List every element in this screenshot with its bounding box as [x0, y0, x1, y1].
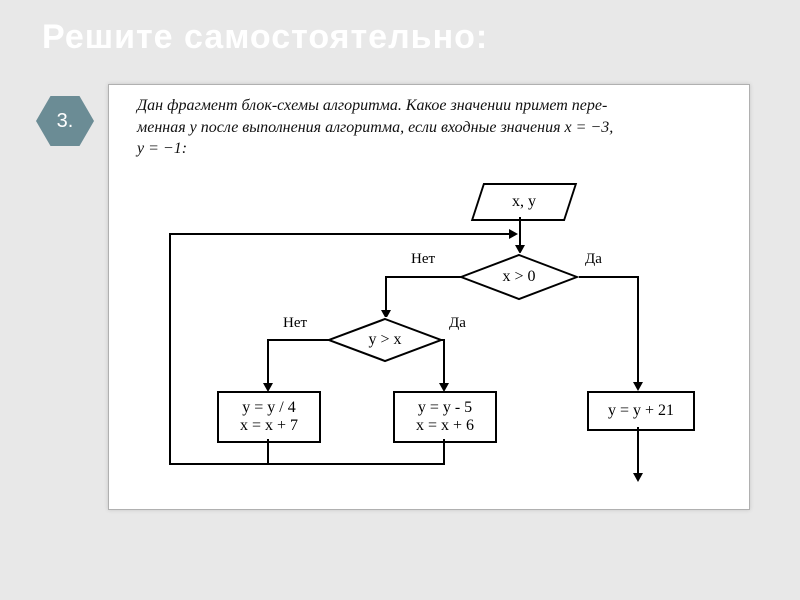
node-proc-right: y = y + 21	[587, 391, 695, 431]
node-input-text: x, y	[479, 185, 569, 219]
flowchart: x, y x > 0 Нет Да	[109, 175, 749, 509]
problem-scan: Дан фрагмент блок-схемы алгоритма. Какое…	[108, 84, 750, 510]
node-decision-x: x > 0	[459, 253, 579, 301]
proc-left-line-2: x = x + 7	[240, 417, 298, 435]
arrowhead-icon	[633, 382, 643, 391]
problem-line-1: Дан фрагмент блок-схемы алгоритма. Какое…	[137, 97, 607, 114]
edge	[267, 339, 269, 387]
proc-mid-line-1: y = y - 5	[418, 399, 472, 417]
label-yes-1: Да	[585, 251, 602, 268]
proc-mid-line-2: x = x + 6	[416, 417, 474, 435]
task-number-badge: 3.	[36, 96, 94, 146]
edge	[637, 427, 639, 477]
arrowhead-icon	[633, 473, 643, 482]
edge	[443, 339, 445, 387]
proc-left-line-1: y = y / 4	[242, 399, 295, 417]
edge	[169, 233, 513, 235]
problem-line-2: менная y после выполнения алгоритма, есл…	[137, 119, 613, 136]
edge	[267, 339, 329, 341]
label-no-2: Нет	[283, 315, 307, 332]
edge	[267, 439, 269, 465]
edge	[169, 463, 445, 465]
proc-right-line-1: y = y + 21	[608, 402, 674, 420]
node-decision-x-text: x > 0	[459, 253, 579, 301]
label-no-1: Нет	[411, 251, 435, 268]
node-proc-left: y = y / 4 x = x + 7	[217, 391, 321, 443]
problem-line-3: y = −1:	[137, 140, 187, 157]
label-yes-2: Да	[449, 315, 466, 332]
node-decision-y-text: y > x	[327, 317, 443, 363]
edge	[443, 439, 445, 465]
node-proc-mid: y = y - 5 x = x + 6	[393, 391, 497, 443]
edge	[441, 339, 445, 341]
edge	[637, 276, 639, 386]
edge	[169, 233, 171, 465]
edge	[385, 276, 461, 278]
task-number: 3.	[57, 110, 74, 133]
page-title: Решите самостоятельно:	[42, 18, 488, 57]
node-decision-y: y > x	[327, 317, 443, 363]
edge	[579, 276, 639, 278]
node-input: x, y	[471, 183, 577, 221]
edge	[385, 276, 387, 314]
problem-statement: Дан фрагмент блок-схемы алгоритма. Какое…	[137, 95, 729, 160]
arrowhead-icon	[509, 229, 518, 239]
